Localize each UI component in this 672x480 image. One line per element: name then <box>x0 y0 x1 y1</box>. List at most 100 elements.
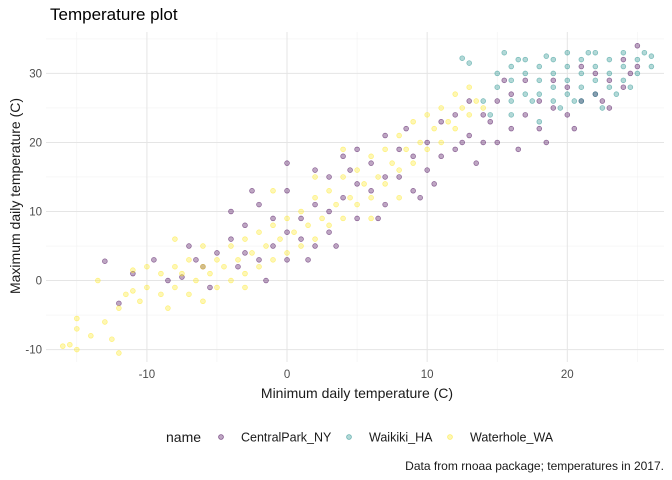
point-waterhole-wa <box>249 250 255 256</box>
point-waikiki-ha <box>564 77 571 84</box>
point-centralpark-ny <box>522 112 529 118</box>
point-centralpark-ny <box>235 263 241 270</box>
point-waterhole-wa <box>368 215 374 222</box>
point-waterhole-wa <box>410 118 416 125</box>
point-waterhole-wa <box>410 160 416 166</box>
point-centralpark-ny <box>298 236 304 242</box>
point-waterhole-wa <box>74 315 80 322</box>
point-waikiki-ha <box>557 105 564 111</box>
y-tick-label: -10 <box>25 345 42 357</box>
point-centralpark-ny <box>494 98 500 104</box>
point-waterhole-wa <box>102 319 108 325</box>
point-waterhole-wa <box>200 298 206 304</box>
point-waikiki-ha <box>466 60 472 66</box>
point-waterhole-wa <box>417 139 423 146</box>
point-waterhole-wa <box>235 257 241 263</box>
point-centralpark-ny <box>186 243 192 249</box>
point-centralpark-ny <box>417 194 423 201</box>
point-waikiki-ha <box>501 49 507 56</box>
point-waikiki-ha <box>578 56 585 63</box>
point-waterhole-wa <box>466 84 472 90</box>
point-waikiki-ha <box>592 63 599 70</box>
point-centralpark-ny <box>270 215 276 222</box>
point-centralpark-ny <box>606 105 613 111</box>
point-waterhole-wa <box>298 208 304 215</box>
point-waikiki-ha <box>620 49 627 56</box>
point-waterhole-wa <box>242 284 248 291</box>
point-waterhole-wa <box>382 181 388 187</box>
point-centralpark-ny <box>627 70 634 77</box>
point-waterhole-wa <box>242 236 248 242</box>
point-waterhole-wa <box>326 222 332 229</box>
point-waterhole-wa <box>445 118 451 125</box>
point-waikiki-ha <box>613 91 620 97</box>
point-centralpark-ny <box>501 77 507 84</box>
point-waikiki-ha <box>592 49 599 56</box>
point-waterhole-wa <box>438 139 444 146</box>
point-waterhole-wa <box>88 333 94 339</box>
point-waterhole-wa <box>312 194 318 201</box>
point-waterhole-wa <box>277 236 283 242</box>
point-waterhole-wa <box>130 288 136 294</box>
point-waterhole-wa <box>340 174 346 180</box>
point-centralpark-ny <box>473 160 479 166</box>
point-waikiki-ha <box>641 49 648 56</box>
point-waterhole-wa <box>200 263 206 270</box>
point-waterhole-wa <box>221 263 227 270</box>
y-tick-label: 30 <box>29 68 42 80</box>
point-centralpark-ny <box>620 84 627 90</box>
point-centralpark-ny <box>298 215 304 222</box>
point-centralpark-ny <box>536 125 543 132</box>
x-tick-label: -10 <box>139 369 156 381</box>
point-centralpark-ny <box>438 153 444 160</box>
point-centralpark-ny <box>536 98 543 104</box>
point-centralpark-ny <box>571 125 578 132</box>
point-centralpark-ny <box>459 139 465 146</box>
point-waikiki-ha <box>508 63 515 70</box>
point-waikiki-ha <box>620 63 627 70</box>
point-waterhole-wa <box>95 277 101 284</box>
point-waikiki-ha <box>536 77 543 84</box>
point-centralpark-ny <box>578 63 585 70</box>
legend-key-waterhole-wa <box>447 434 453 440</box>
point-waterhole-wa <box>116 305 122 311</box>
point-waterhole-wa <box>396 194 402 201</box>
point-centralpark-ny <box>228 208 234 215</box>
point-waikiki-ha <box>508 77 515 84</box>
point-centralpark-ny <box>634 63 641 70</box>
point-waterhole-wa <box>312 236 318 242</box>
point-centralpark-ny <box>242 250 248 256</box>
point-waikiki-ha <box>592 91 599 97</box>
point-centralpark-ny <box>410 188 416 194</box>
point-waikiki-ha <box>634 70 641 77</box>
point-waikiki-ha <box>585 49 592 56</box>
point-waterhole-wa <box>214 257 220 263</box>
point-centralpark-ny <box>515 146 522 153</box>
point-centralpark-ny <box>102 258 108 264</box>
y-tick-label: 0 <box>36 276 42 288</box>
point-waikiki-ha <box>515 56 522 63</box>
point-waikiki-ha <box>578 70 585 77</box>
axis-ticks: -10 0 10 20 -10 0 10 20 30 <box>25 68 573 381</box>
point-centralpark-ny <box>396 174 402 180</box>
point-waikiki-ha <box>648 53 655 59</box>
point-waterhole-wa <box>354 167 360 173</box>
point-centralpark-ny <box>452 112 458 118</box>
x-axis-title: Minimum daily temperature (C) <box>261 385 453 401</box>
point-waterhole-wa <box>340 215 346 222</box>
point-centralpark-ny <box>543 139 550 146</box>
point-centralpark-ny <box>620 56 627 63</box>
point-waikiki-ha <box>543 53 550 59</box>
point-waikiki-ha <box>627 84 634 90</box>
point-centralpark-ny <box>284 188 290 194</box>
point-centralpark-ny <box>354 181 360 187</box>
point-centralpark-ny <box>242 222 248 229</box>
point-centralpark-ny <box>333 243 339 249</box>
point-centralpark-ny <box>284 229 290 235</box>
legend-label-waikiki-ha: Waikiki_HA <box>369 431 433 445</box>
point-waikiki-ha <box>522 56 529 63</box>
point-centralpark-ny <box>312 201 318 208</box>
point-centralpark-ny <box>424 167 430 173</box>
point-waterhole-wa <box>186 257 192 263</box>
point-waikiki-ha <box>648 63 655 70</box>
